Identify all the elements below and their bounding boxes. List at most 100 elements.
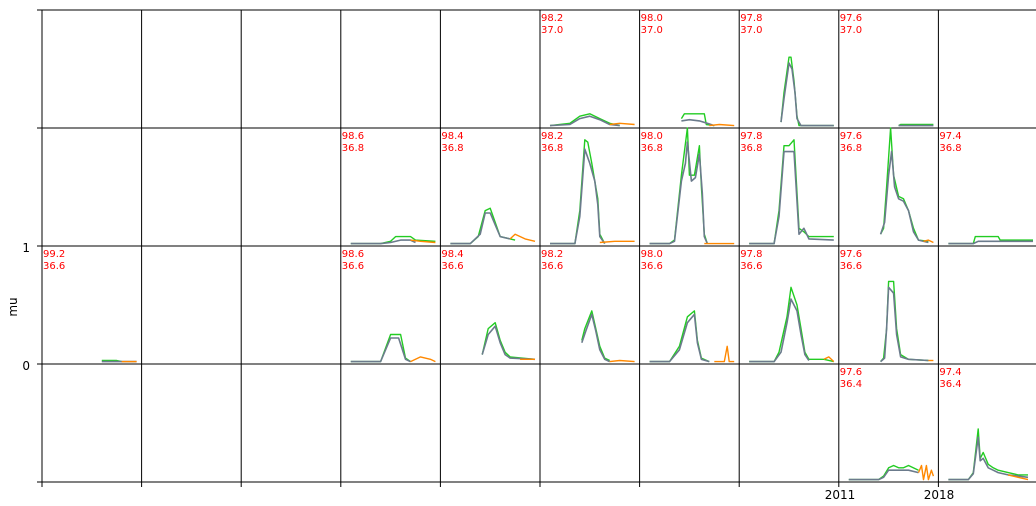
orange-series-line (410, 239, 436, 244)
orange-series-line (410, 356, 436, 363)
panel: 98.436.8 (441, 131, 536, 245)
panel: 97.837.0 (740, 13, 834, 127)
panel: 98.636.8 (342, 131, 436, 245)
panel-label: 97.8 (740, 131, 762, 142)
orange-series-line (917, 464, 935, 481)
panel-label: 36.6 (740, 261, 762, 272)
panel-label: 36.4 (840, 379, 862, 390)
panel: 98.037.0 (641, 13, 735, 127)
gray-series-line (880, 286, 929, 363)
gray-series-line (481, 325, 536, 361)
panel: 98.237.0 (541, 13, 635, 127)
green-series-line (549, 113, 620, 127)
panel-label: 97.6 (840, 131, 862, 142)
orange-series-line (709, 123, 735, 127)
panel: 97.436.4 (939, 367, 1029, 481)
panel-label: 36.8 (740, 143, 762, 154)
panel-label: 36.8 (541, 143, 563, 154)
panel-label: 36.6 (641, 261, 663, 272)
x-tick-label: 2011 (825, 488, 856, 502)
panel: 97.636.8 (840, 127, 934, 244)
y-tick-label: 0 (22, 359, 30, 373)
panel-label: 36.8 (342, 143, 364, 154)
panel-label: 36.6 (441, 261, 463, 272)
panel: 97.636.4 (840, 367, 935, 481)
panel: 98.036.8 (641, 127, 735, 245)
green-series-line (749, 286, 834, 363)
gray-series-line (948, 436, 1029, 481)
panel: 98.436.6 (441, 249, 536, 361)
panel-label: 97.6 (840, 249, 862, 260)
panel: 98.236.6 (541, 249, 635, 363)
panel-label: 36.6 (342, 261, 364, 272)
orange-series-line (509, 233, 536, 242)
panel-label: 98.6 (342, 131, 364, 142)
gray-series-line (350, 337, 411, 363)
gray-series-line (550, 148, 606, 245)
gray-series-line (649, 141, 709, 245)
panel-label: 98.2 (541, 131, 563, 142)
panel-label: 36.6 (840, 261, 862, 272)
panel-label: 98.0 (641, 13, 663, 24)
panel-label: 37.0 (740, 25, 762, 36)
gray-series-line (350, 239, 416, 245)
panel-label: 97.8 (740, 249, 762, 260)
green-series-line (581, 310, 611, 362)
panel-label: 36.8 (939, 143, 961, 154)
y-tick-label: 1 (22, 241, 30, 255)
gray-series-line (749, 150, 834, 245)
panel: 98.236.8 (541, 131, 635, 245)
orange-series-line (714, 345, 735, 363)
orange-series-line (599, 240, 635, 244)
panel: 97.436.8 (939, 131, 1033, 245)
orange-series-line (609, 359, 635, 363)
panel-label: 36.6 (43, 261, 65, 272)
orange-series-line (1007, 474, 1029, 481)
green-series-line (948, 428, 1028, 481)
panel-label: 37.0 (541, 25, 563, 36)
panel-label: 98.2 (541, 13, 563, 24)
panel-label: 98.0 (641, 131, 663, 142)
panel: 99.236.6 (43, 249, 137, 363)
gray-series-line (749, 298, 810, 363)
panel: 98.636.6 (342, 249, 436, 363)
x-tick-label: 2018 (924, 488, 955, 502)
panel-label: 36.8 (441, 143, 463, 154)
panel-label: 98.0 (641, 249, 663, 260)
panel-label: 98.4 (441, 249, 463, 260)
panel-label: 97.8 (740, 13, 762, 24)
gray-series-line (848, 469, 919, 481)
panel-label: 36.8 (840, 143, 862, 154)
green-series-line (481, 322, 536, 360)
panel-label: 99.2 (43, 249, 65, 260)
axes: 1 0 2011 2018 mu (6, 241, 954, 502)
grid-lines (37, 9, 1036, 487)
gray-series-line (450, 212, 511, 245)
panel-label: 97.6 (840, 13, 862, 24)
panel-label: 36.8 (641, 143, 663, 154)
panel: 98.036.6 (641, 249, 735, 363)
panel-label: 37.0 (840, 25, 862, 36)
gray-series-line (681, 118, 715, 127)
panel-label: 98.6 (342, 249, 364, 260)
panel-label: 97.4 (939, 367, 961, 378)
gray-series-line (581, 313, 611, 363)
panel-label: 98.4 (441, 131, 463, 142)
panel-label: 37.0 (641, 25, 663, 36)
panel: 97.836.8 (740, 131, 834, 245)
green-series-line (948, 235, 1033, 245)
orange-series-line (609, 122, 635, 126)
orange-series-line (923, 239, 934, 244)
panel-label: 36.6 (541, 261, 563, 272)
orange-series-line (823, 356, 835, 363)
green-series-line (749, 139, 834, 245)
panel: 97.836.6 (740, 249, 835, 363)
panel: 97.637.0 (840, 13, 934, 127)
panel-label: 97.4 (939, 131, 961, 142)
gray-series-line (948, 240, 1033, 245)
y-axis-label: mu (6, 297, 20, 316)
panels: 98.237.098.037.097.837.097.637.098.636.8… (43, 13, 1033, 481)
gray-series-line (649, 313, 710, 363)
panel-label: 98.2 (541, 249, 563, 260)
